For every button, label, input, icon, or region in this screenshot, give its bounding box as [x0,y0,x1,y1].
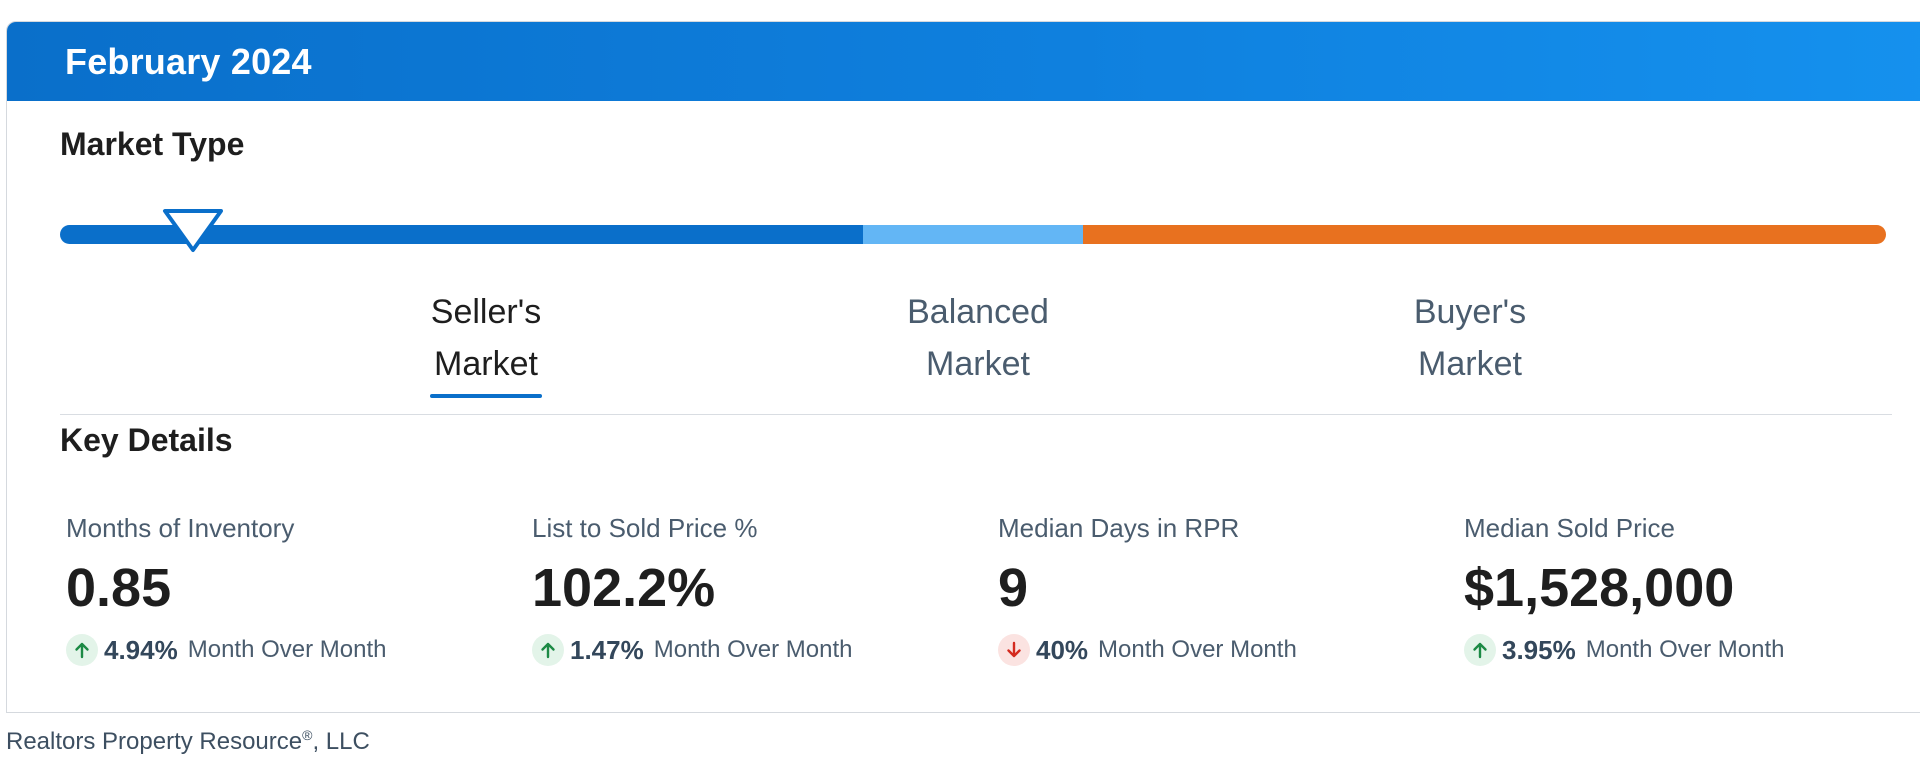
market-type-title: Market Type [60,126,245,162]
arrow-up-icon [66,634,98,666]
change-label: Month Over Month [653,636,853,663]
stat-change: 4.94% Month Over Month [66,634,526,666]
stat-change: 40% Month Over Month [998,634,1458,666]
stat-median-sold-price: Median Sold Price $1,528,000 3.95% Month… [1464,510,1920,666]
stat-value: 102.2% [532,558,716,618]
market-label-buyer[interactable]: Buyer's Market [1350,286,1590,390]
stat-value: $1,528,000 [1464,558,1735,618]
key-details-title: Key Details [60,422,233,458]
card-header: February 2024 [7,22,1920,101]
arrow-up-icon [532,634,564,666]
change-label: Month Over Month [1098,636,1297,663]
scale-segment-seller [60,225,864,244]
stat-months-of-inventory: Months of Inventory 0.85 4.94% Month Ove… [66,510,526,666]
registered-mark: ® [302,727,313,743]
footer-credit: Realtors Property Resource®, LLC [6,727,370,756]
change-percent: 3.95% [1502,635,1576,665]
arrow-up-icon [1464,634,1496,666]
market-label-balanced-line2: Market [926,345,1030,383]
stat-label: List to Sold Price % [532,513,758,543]
stat-median-days-in-rpr: Median Days in RPR 9 40% Month Over Mont… [998,510,1458,666]
change-label: Month Over Month [1585,636,1785,663]
market-label-seller[interactable]: Seller's Market [366,286,606,398]
market-label-buyer-line1: Buyer's [1413,293,1527,331]
arrow-down-icon [998,634,1030,666]
footer-text: Realtors Property Resource [6,728,303,755]
stat-list-to-sold-price: List to Sold Price % 102.2% 1.47% Month … [532,510,992,666]
market-type-scale [60,225,1886,244]
stat-value: 9 [998,558,1029,618]
stat-label: Median Sold Price [1464,513,1675,543]
period-title: February 2024 [65,40,312,82]
change-percent: 1.47% [570,635,644,665]
stat-change: 1.47% Month Over Month [532,634,992,666]
scale-segment-balanced [863,225,1083,244]
market-label-seller-line2: Market [434,345,538,383]
stat-value: 0.85 [66,558,172,618]
stat-label: Median Days in RPR [998,513,1240,543]
market-label-buyer-line2: Market [1418,345,1522,383]
scale-segment-buyer [1082,225,1886,244]
market-label-balanced-line1: Balanced [907,293,1049,331]
stat-change: 3.95% Month Over Month [1464,634,1920,666]
stat-label: Months of Inventory [66,513,295,543]
section-divider [60,414,1892,415]
change-percent: 4.94% [104,635,178,665]
market-card: February 2024 [6,21,1920,713]
footer-suffix: , LLC [312,728,370,755]
change-percent: 40% [1036,635,1089,665]
active-underline [430,394,542,398]
change-label: Month Over Month [187,636,387,663]
market-label-seller-line1: Seller's [430,293,542,331]
market-label-balanced[interactable]: Balanced Market [858,286,1098,390]
market-indicator-icon [163,209,224,252]
